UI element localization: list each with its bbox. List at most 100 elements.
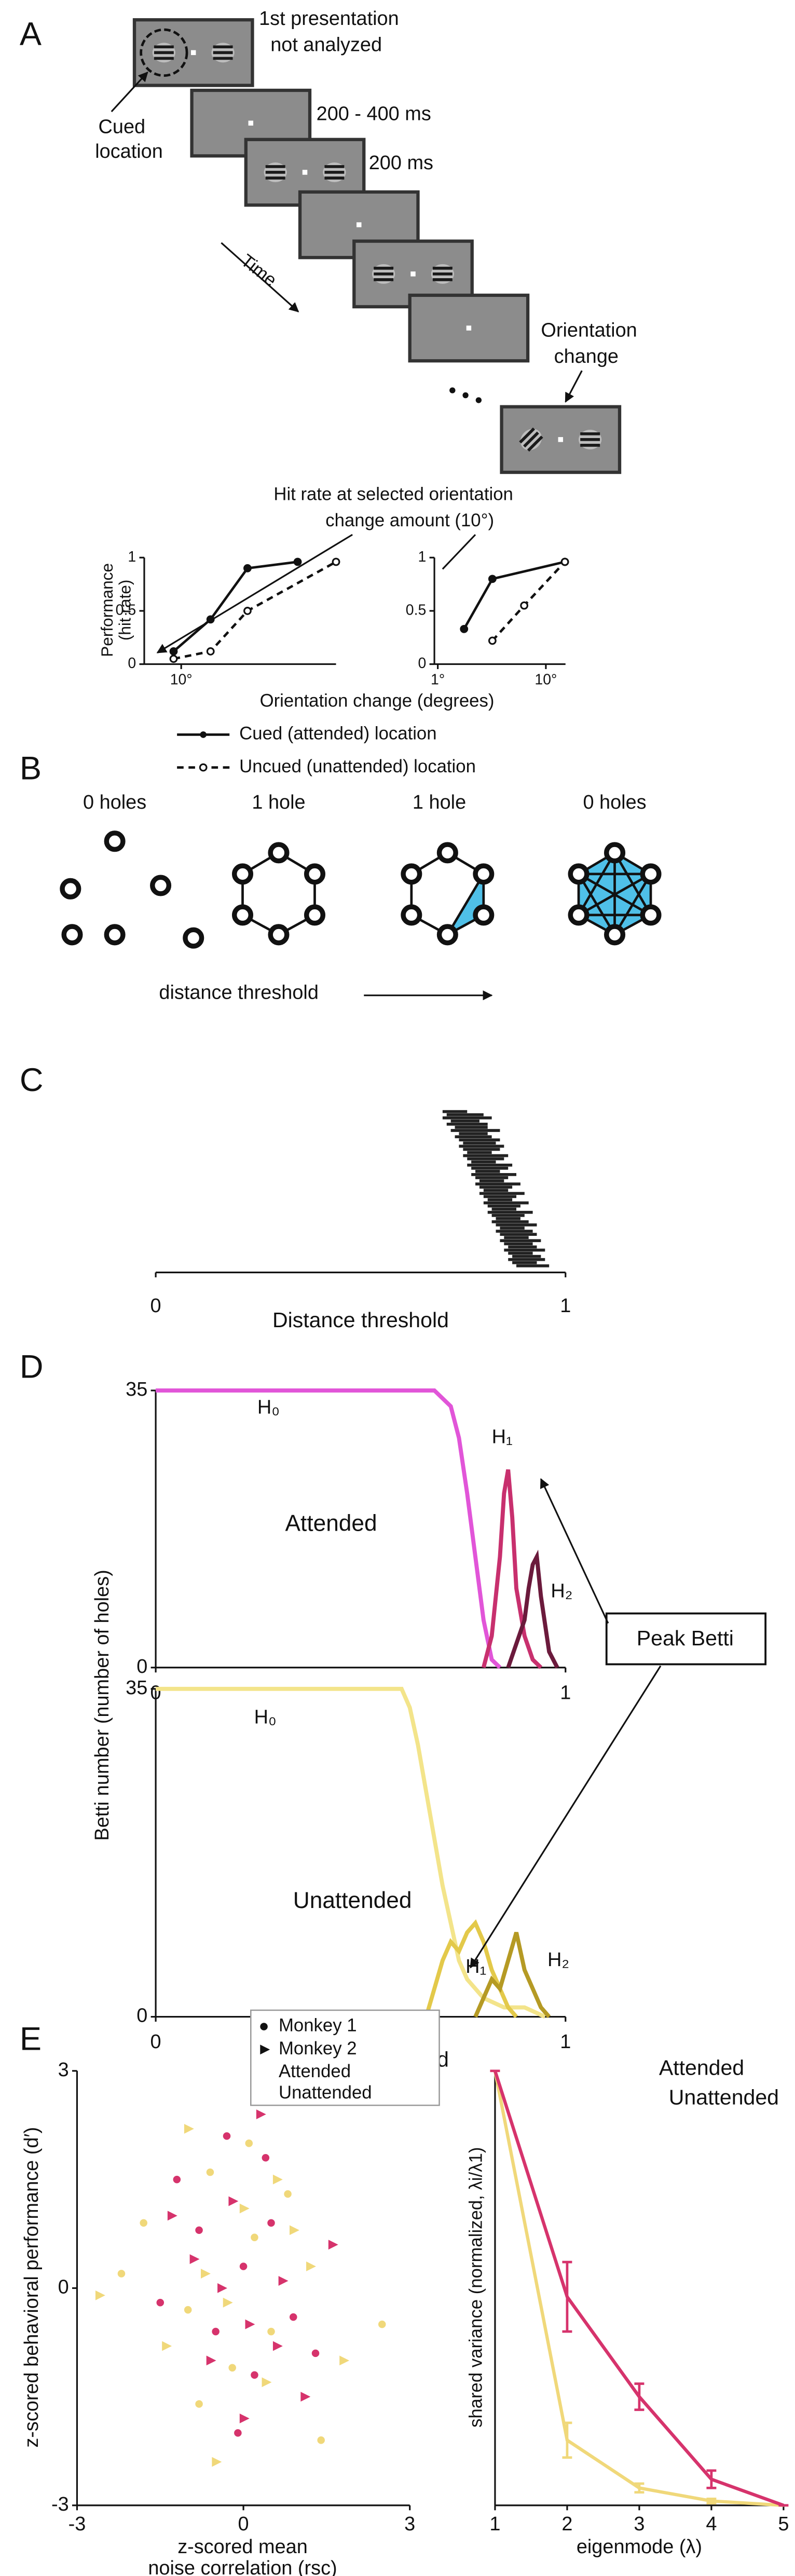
bar bbox=[479, 1179, 504, 1182]
error-bar bbox=[706, 2469, 717, 2489]
node bbox=[304, 904, 326, 926]
point bbox=[311, 2349, 320, 2357]
x-tick-label: 1° bbox=[431, 672, 445, 688]
point bbox=[284, 2190, 292, 2198]
bar bbox=[491, 1220, 529, 1223]
error-bar bbox=[634, 2482, 645, 2494]
bar bbox=[463, 1141, 496, 1145]
legend-label: Monkey 2 bbox=[279, 2039, 357, 2059]
betti-curve bbox=[156, 1686, 546, 2019]
point bbox=[95, 2290, 105, 2300]
point bbox=[223, 2132, 231, 2140]
legend-marker bbox=[199, 763, 208, 772]
bar bbox=[512, 1255, 541, 1258]
node bbox=[268, 924, 290, 946]
bar bbox=[455, 1126, 488, 1129]
bar bbox=[487, 1210, 533, 1214]
uncued-curve bbox=[491, 561, 566, 642]
point bbox=[184, 2306, 192, 2314]
bar bbox=[491, 1214, 525, 1217]
node bbox=[473, 904, 495, 926]
bar bbox=[471, 1160, 496, 1164]
bar bbox=[475, 1176, 509, 1179]
label: Hit rate at selected orientation bbox=[273, 484, 513, 504]
betti-curve bbox=[482, 1469, 543, 1669]
arrow bbox=[156, 534, 353, 653]
grating bbox=[152, 43, 175, 63]
node bbox=[401, 863, 422, 885]
series-label: H₀ bbox=[254, 1707, 277, 1728]
y-tick-label: 3 bbox=[58, 2059, 69, 2081]
grating bbox=[579, 429, 602, 449]
condition-label: Attended bbox=[285, 1511, 377, 1536]
point bbox=[262, 2154, 270, 2162]
label: Orientation bbox=[541, 319, 637, 341]
legend-label: Monkey 1 bbox=[279, 2016, 357, 2036]
y-tick-label: 35 bbox=[126, 1379, 147, 1400]
point bbox=[239, 2203, 250, 2214]
point bbox=[328, 2240, 338, 2250]
cued-point bbox=[169, 647, 178, 656]
bar bbox=[483, 1201, 529, 1205]
node bbox=[640, 904, 662, 926]
point bbox=[289, 2313, 297, 2321]
series-label: H₀ bbox=[257, 1397, 280, 1419]
point bbox=[223, 2297, 233, 2308]
point bbox=[195, 2226, 203, 2234]
point bbox=[278, 2275, 289, 2286]
bar bbox=[479, 1192, 525, 1195]
grating bbox=[431, 264, 454, 284]
node bbox=[473, 863, 495, 885]
panel-label: B bbox=[20, 751, 42, 787]
bar bbox=[508, 1251, 533, 1255]
x-tick-label: 5 bbox=[778, 2513, 789, 2535]
cued-curve bbox=[172, 561, 298, 652]
bar bbox=[446, 1123, 488, 1126]
bar bbox=[442, 1110, 468, 1113]
error-bar bbox=[562, 2260, 572, 2333]
point bbox=[228, 2364, 236, 2372]
node bbox=[104, 830, 126, 852]
label: (hit rate) bbox=[116, 580, 134, 641]
label: not analyzed bbox=[270, 34, 382, 56]
point bbox=[217, 2283, 227, 2293]
series-label: Attended bbox=[659, 2055, 744, 2079]
x-tick-label: 1 bbox=[560, 2031, 571, 2053]
bar bbox=[459, 1144, 504, 1148]
uncued-curve bbox=[173, 561, 337, 660]
fixation-point bbox=[302, 170, 308, 175]
panel-label: D bbox=[20, 1349, 44, 1385]
label: 0 holes bbox=[583, 792, 646, 813]
label: Performance bbox=[98, 563, 116, 657]
fixation-point bbox=[190, 50, 196, 56]
cued-circle bbox=[140, 28, 188, 77]
point bbox=[267, 2327, 275, 2336]
error-bar bbox=[706, 2497, 717, 2505]
ellipsis-dot bbox=[462, 392, 469, 399]
bar bbox=[516, 1264, 550, 1267]
fixation-point bbox=[466, 325, 472, 331]
cued-point bbox=[206, 615, 215, 624]
bar bbox=[467, 1151, 492, 1154]
series-label: H₁ bbox=[492, 1426, 513, 1448]
line bbox=[442, 534, 476, 570]
ellipsis-dot bbox=[475, 397, 482, 403]
point bbox=[289, 2225, 299, 2236]
point bbox=[300, 2392, 311, 2402]
betti-curve bbox=[424, 1919, 518, 2019]
point bbox=[245, 2139, 253, 2147]
cued-curve bbox=[463, 561, 566, 630]
x-tick-label: 1 bbox=[489, 2513, 500, 2535]
x-tick-label: -3 bbox=[68, 2513, 86, 2535]
point bbox=[267, 2219, 275, 2227]
grating bbox=[519, 427, 543, 452]
bar bbox=[504, 1248, 545, 1252]
bar bbox=[496, 1230, 533, 1233]
x-tick-label: 1 bbox=[560, 1682, 571, 1703]
bar bbox=[479, 1185, 513, 1189]
arrow bbox=[221, 242, 299, 312]
bar bbox=[500, 1233, 537, 1236]
point bbox=[206, 2168, 214, 2176]
point bbox=[117, 2270, 126, 2278]
point bbox=[272, 2174, 283, 2185]
